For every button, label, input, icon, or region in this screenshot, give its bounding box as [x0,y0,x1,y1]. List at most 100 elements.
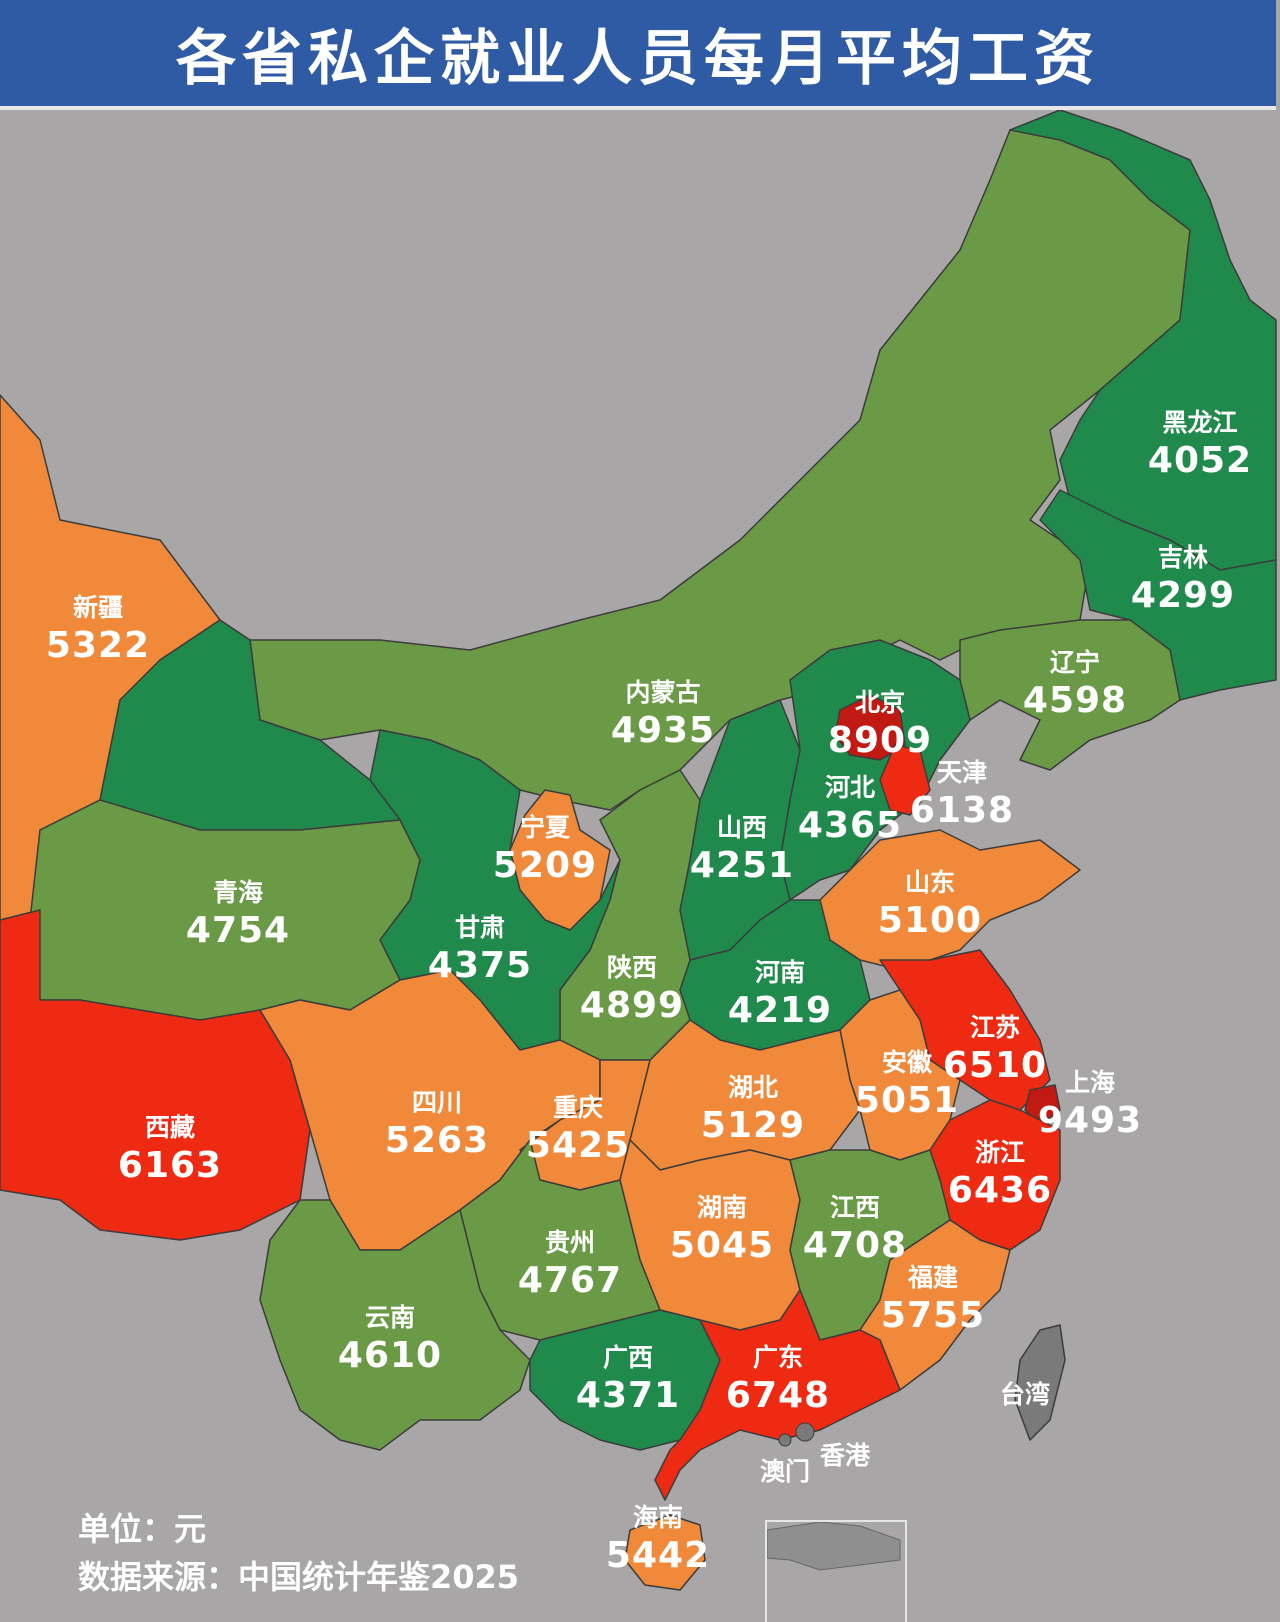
province-wage-value: 5755 [880,1295,986,1336]
province-wage-value: 6138 [909,790,1015,831]
province-wage-value: 9493 [1037,1100,1143,1141]
region-yunnan [259,1199,531,1451]
province-wage-value: 4610 [337,1335,443,1376]
province-label: 安徽 5051 [855,1050,959,1119]
province-name: 内蒙古 [625,678,701,707]
region-jilin [1039,489,1277,701]
province-label: 湖北 5129 [701,1075,805,1144]
province-label: 江苏 6510 [943,1015,1047,1084]
province-label: 甘肃 4375 [428,915,532,984]
province-name: 湖北 [727,1073,779,1102]
province-label: 云南 4610 [338,1305,442,1374]
province-wage-value: 6163 [117,1145,223,1186]
header-bar: 各省私企就业人员每月平均工资 [0,0,1276,110]
province-wage-value: 4371 [575,1375,681,1416]
province-wage-value: 5100 [877,900,983,941]
province-name: 甘肃 [454,913,506,942]
province-name: 贵州 [544,1228,596,1257]
province-wage-value: 5263 [384,1120,490,1161]
region-hainan [624,1514,706,1591]
province-wage-value: 4299 [1130,575,1236,616]
province-label: 浙江 6436 [948,1140,1052,1209]
province-label: 贵州 4767 [518,1230,622,1299]
province-name: 黑龙江 [1162,408,1238,437]
province-wage-value: 5209 [492,845,598,886]
province-wage-value: 4935 [610,710,716,751]
region-tianjin [879,744,931,816]
province-wage-value: 4754 [185,910,291,951]
province-name: 北京 [854,688,906,717]
region-fujian [859,1219,1011,1391]
province-name: 广西 [602,1343,654,1372]
province-wage-value: 5129 [700,1105,806,1146]
province-wage-value: 5442 [605,1535,711,1576]
province-name: 天津 [936,758,988,787]
province-wage-value: 4365 [797,805,903,846]
province-label: 四川 5263 [385,1090,489,1159]
province-name: 辽宁 [1049,648,1101,677]
province-wage-value: 8909 [827,720,933,761]
province-wage-value: 5051 [854,1080,960,1121]
province-label: 山东 5100 [878,870,982,939]
province-wage-value: 4219 [727,990,833,1031]
region-macau [778,1433,792,1447]
label-taiwan: 台湾 [999,1380,1051,1409]
province-wage-value: 6510 [942,1045,1048,1086]
province-label: 福建 5755 [881,1265,985,1334]
province-label: 广东 6748 [726,1345,830,1414]
province-name: 重庆 [552,1093,604,1122]
province-wage-value: 4598 [1022,680,1128,721]
province-wage-value: 4708 [802,1225,908,1266]
unit-note: 单位：元 [78,1510,207,1548]
label-macau: 澳门 [759,1457,811,1486]
province-name: 新疆 [72,593,124,622]
province-label: 北京 8909 [828,690,932,759]
page-title: 各省私企就业人员每月平均工资 [176,23,1100,94]
province-wage-value: 4899 [579,985,685,1026]
province-label: 河北 4365 [798,775,902,844]
province-label: 山西 4251 [690,815,794,884]
province-wage-value: 5322 [45,625,151,666]
province-wage-value: 6748 [725,1375,831,1416]
label-hongkong: 香港 [819,1441,871,1470]
province-label: 天津 6138 [910,760,1014,829]
province-label: 湖南 5045 [670,1195,774,1264]
province-name: 安徽 [881,1048,933,1077]
province-name: 河南 [754,958,806,987]
inset-coastline [766,1521,901,1571]
footer: 单位：元 数据来源：中国统计年鉴2025 [78,1505,519,1601]
province-name: 山东 [904,868,956,897]
province-wage-value: 4052 [1147,440,1253,481]
province-wage-value: 4251 [689,845,795,886]
province-name: 浙江 [974,1138,1026,1167]
province-label: 辽宁 4598 [1023,650,1127,719]
province-label: 陕西 4899 [580,955,684,1024]
province-name: 青海 [212,878,264,907]
province-name: 吉林 [1157,543,1209,572]
province-name: 陕西 [606,953,658,982]
province-name: 西藏 [144,1113,196,1142]
province-label: 重庆 5425 [526,1095,630,1164]
province-name: 云南 [364,1303,416,1332]
south-china-sea-inset [765,1520,907,1622]
province-name: 海南 [632,1503,684,1532]
province-name: 河北 [824,773,876,802]
region-liaoning [959,619,1181,771]
province-label: 黑龙江 4052 [1148,410,1252,479]
province-name: 福建 [907,1263,959,1292]
province-name: 宁夏 [519,813,571,842]
data-source-note: 数据来源：中国统计年鉴2025 [78,1558,520,1596]
province-label: 新疆 5322 [46,595,150,664]
province-wage-value: 4767 [517,1260,623,1301]
province-wage-value: 6436 [947,1170,1053,1211]
province-label: 青海 4754 [186,880,290,949]
province-name: 江苏 [969,1013,1021,1042]
province-label: 内蒙古 4935 [611,680,715,749]
province-name: 湖南 [696,1193,748,1222]
region-taiwan [1014,1324,1066,1441]
province-name: 四川 [411,1088,463,1117]
province-label: 广西 4371 [576,1345,680,1414]
province-wage-value: 5425 [525,1125,631,1166]
province-label: 海南 5442 [606,1505,710,1574]
